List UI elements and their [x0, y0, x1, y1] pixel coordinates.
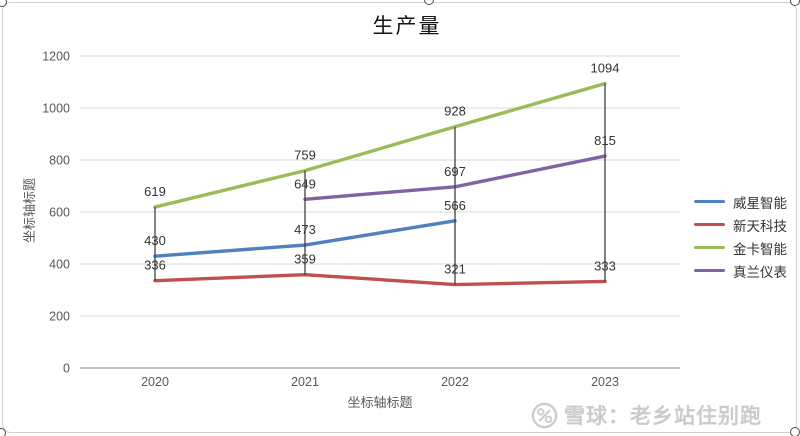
data-label: 1094: [591, 61, 620, 76]
data-label: 815: [594, 133, 616, 148]
data-label: 359: [294, 252, 316, 267]
data-label: 430: [144, 233, 166, 248]
data-label: 759: [294, 148, 316, 163]
watermark: 雪球：老乡站住别跑: [531, 400, 762, 430]
selection-handle-top-left[interactable]: [0, 0, 7, 7]
y-tick-label: 800: [49, 154, 70, 168]
legend: 威星智能新天科技金卡智能真兰仪表: [694, 190, 787, 282]
chart-title: 生产量: [372, 14, 442, 38]
legend-item-1: 新天科技: [694, 213, 787, 236]
legend-swatch-icon: [694, 222, 725, 227]
y-tick-label: 1000: [42, 102, 70, 116]
legend-swatch-icon: [694, 268, 725, 273]
data-label: 333: [594, 258, 616, 273]
legend-label: 威星智能: [733, 195, 787, 211]
legend-label: 新天科技: [733, 218, 787, 234]
data-label: 336: [144, 258, 166, 273]
watermark-text: 雪球：老乡站住别跑: [564, 405, 762, 428]
legend-swatch-icon: [694, 199, 725, 204]
data-label: 928: [444, 104, 466, 119]
legend-item-3: 真兰仪表: [694, 259, 787, 282]
y-tick-label: 0: [63, 362, 70, 376]
y-tick-label: 400: [49, 258, 70, 272]
y-axis-title: 坐标轴标题: [22, 178, 37, 244]
xueqiu-logo-icon: [531, 402, 558, 428]
y-tick-label: 600: [49, 206, 70, 220]
data-label: 619: [144, 184, 166, 199]
legend-item-2: 金卡智能: [694, 236, 787, 259]
x-tick-label: 2021: [291, 375, 319, 389]
data-label: 697: [444, 164, 466, 179]
legend-label: 真兰仪表: [733, 264, 787, 280]
y-tick-label: 1200: [42, 50, 70, 64]
y-tick-label: 200: [49, 310, 70, 324]
series-line-2: [153, 81, 607, 209]
legend-label: 金卡智能: [733, 241, 787, 257]
series-line-1: [153, 272, 607, 287]
data-label: 321: [444, 262, 466, 277]
x-tick-label: 2023: [591, 375, 619, 389]
legend-swatch-icon: [694, 245, 725, 250]
data-label: 566: [444, 198, 466, 213]
x-tick-label: 2020: [141, 375, 169, 389]
data-label: 649: [294, 176, 316, 191]
legend-item-0: 威星智能: [694, 190, 787, 213]
x-tick-label: 2022: [441, 375, 469, 389]
selection-handle-bottom-left[interactable]: [0, 428, 6, 436]
data-label: 473: [294, 222, 316, 237]
x-axis-title: 坐标轴标题: [347, 395, 413, 410]
